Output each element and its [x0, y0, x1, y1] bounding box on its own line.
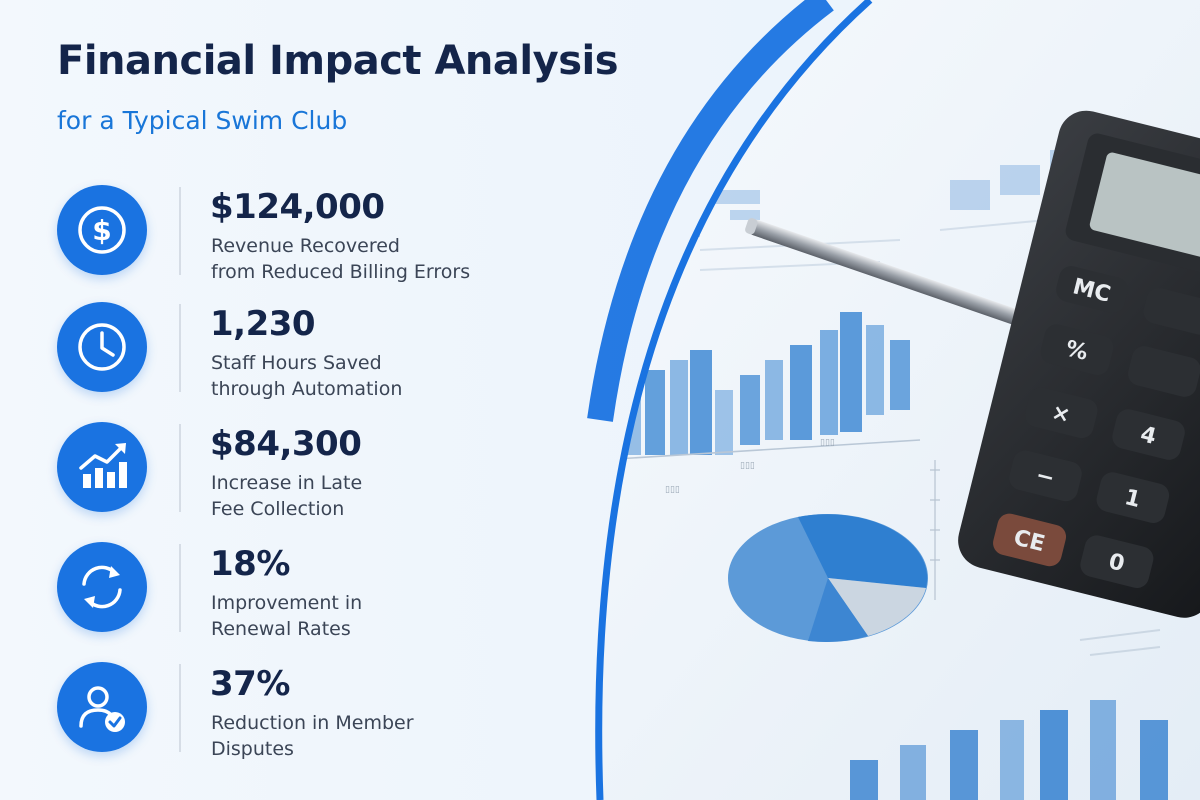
stat-label-line: Increase in Late: [211, 472, 363, 494]
stat-label-line: Fee Collection: [211, 498, 345, 520]
stat-label-line: Improvement in: [211, 592, 363, 614]
calc-key-four: 4: [1138, 422, 1159, 450]
dollar-icon: $: [57, 185, 147, 275]
stat-divider: [179, 304, 181, 392]
stat-value: 18%: [210, 544, 290, 584]
refresh-icon: [57, 542, 147, 632]
stat-divider: [179, 664, 181, 752]
stat-value: $124,000: [210, 187, 385, 227]
growth-chart-icon: [57, 422, 147, 512]
stat-value: 37%: [210, 664, 290, 704]
svg-text:▯▯▯: ▯▯▯: [740, 461, 755, 471]
stat-label-line: Reduction in Member: [211, 712, 414, 734]
clock-icon: [57, 302, 147, 392]
stat-label: Reduction in Member Disputes: [211, 710, 571, 762]
stat-label: Improvement in Renewal Rates: [211, 590, 571, 642]
stat-label: Increase in Late Fee Collection: [211, 470, 571, 522]
impact-summary-panel: Financial Impact Analysis for a Typical …: [57, 38, 619, 772]
user-check-icon: [57, 662, 147, 752]
svg-text:▯▯▯: ▯▯▯: [665, 485, 680, 495]
stat-label-line: Renewal Rates: [211, 618, 351, 640]
stat-revenue-recovered: $ $124,000 Revenue Recovered from Reduce…: [57, 185, 597, 295]
stat-label: Revenue Recovered from Reduced Billing E…: [211, 233, 571, 285]
stat-renewal-rates: 18% Improvement in Renewal Rates: [57, 542, 597, 652]
page-title: Financial Impact Analysis: [57, 38, 619, 84]
stat-member-disputes: 37% Reduction in Member Disputes: [57, 662, 597, 772]
stat-divider: [179, 187, 181, 275]
stat-divider: [179, 544, 181, 632]
stat-label-line: Staff Hours Saved: [211, 352, 382, 374]
stat-label-line: Revenue Recovered: [211, 235, 400, 257]
calc-key-minus: −: [1033, 463, 1057, 492]
stat-label-line: Disputes: [211, 738, 294, 760]
calc-key-zero: 0: [1106, 549, 1127, 577]
stat-staff-hours: 1,230 Staff Hours Saved through Automati…: [57, 302, 597, 412]
stat-divider: [179, 424, 181, 512]
page-subtitle: for a Typical Swim Club: [57, 106, 348, 135]
stat-label-line: from Reduced Billing Errors: [211, 261, 471, 283]
stat-label: Staff Hours Saved through Automation: [211, 350, 571, 402]
stat-late-fee: $84,300 Increase in Late Fee Collection: [57, 422, 597, 532]
stat-value: 1,230: [210, 304, 316, 344]
calc-key-one: 1: [1122, 485, 1143, 513]
stat-label-line: through Automation: [211, 378, 403, 400]
svg-text:▯▯▯: ▯▯▯: [820, 438, 835, 448]
svg-text:$: $: [92, 214, 111, 247]
calc-key-multiply: ×: [1049, 400, 1073, 429]
stat-value: $84,300: [210, 424, 362, 464]
